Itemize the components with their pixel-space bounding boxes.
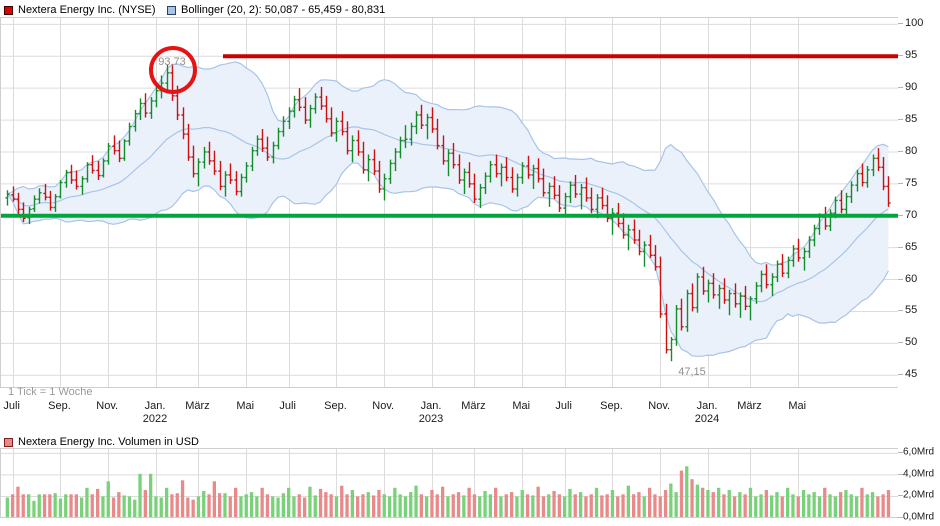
date-x-tick: März — [461, 400, 485, 413]
date-x-tick: Sep. — [600, 400, 623, 413]
price-y-tick: 55 — [905, 304, 918, 317]
date-x-tick-month: Jan. — [696, 400, 718, 412]
date-x-tick-month: Sep. — [324, 400, 347, 412]
price-y-tick-mark — [898, 23, 903, 24]
date-x-tick-month: Jan. — [144, 400, 166, 412]
price-y-tick-mark — [898, 151, 903, 152]
volume-y-tick: 4,0Mrd — [903, 468, 935, 480]
date-x-tick: Nov. — [372, 400, 394, 413]
volume-y-tick-mark — [898, 495, 903, 496]
bollinger-series-label: Bollinger (20, 2): 50,087 - 65,459 - 80,… — [181, 4, 386, 16]
date-x-tick: Jan. 2022 — [143, 400, 167, 426]
volume-y-tick-mark — [898, 452, 903, 453]
date-x-tick-year: 2022 — [142, 413, 168, 425]
date-x-tick: Mai — [788, 400, 806, 413]
date-x-tick: Mai — [512, 400, 530, 413]
price-y-tick: 70 — [905, 208, 918, 221]
price-y-tick-mark — [898, 87, 903, 88]
price-chart-svg — [1, 18, 898, 387]
price-y-tick: 75 — [905, 176, 918, 189]
bollinger-upper-line — [7, 61, 889, 266]
date-x-tick-month: Nov. — [648, 400, 671, 412]
volume-y-axis: 6,0Mrd 4,0Mrd 2,0Mrd 0,0Mrd — [898, 446, 940, 523]
date-x-tick-month: März — [737, 400, 762, 412]
price-y-tick: 80 — [905, 144, 918, 157]
price-y-tick-mark — [898, 215, 903, 216]
price-y-tick: 85 — [905, 113, 918, 126]
price-y-tick-mark — [898, 342, 903, 343]
date-x-tick: Nov. — [648, 400, 670, 413]
price-y-tick-mark — [898, 310, 903, 311]
price-y-tick-mark — [898, 119, 903, 120]
date-x-tick: März — [185, 400, 209, 413]
volume-y-tick-mark — [898, 517, 903, 518]
date-x-axis: Juli Sep. Nov. Jan. 2022 März Mai Juli Sep. Nov. J… — [0, 389, 898, 447]
volume-y-tick-mark — [898, 474, 903, 475]
price-y-tick: 45 — [905, 368, 918, 381]
high-marker-label: 93,73 — [158, 56, 186, 68]
price-y-tick-mark — [898, 374, 903, 375]
price-y-tick: 90 — [905, 81, 918, 94]
date-x-tick-month: Mai — [512, 400, 531, 412]
price-color-swatch — [4, 5, 13, 15]
price-y-tick-mark — [898, 279, 903, 280]
price-y-axis: 100 95 90 85 80 75 70 65 60 55 50 45 — [898, 17, 940, 388]
date-x-tick: März — [737, 400, 761, 413]
volume-y-tick: 6,0Mrd — [903, 446, 935, 458]
date-x-tick-month: Mai — [236, 400, 255, 412]
date-x-tick: Mai — [236, 400, 254, 413]
date-x-tick: Juli — [3, 400, 20, 413]
volume-color-swatch — [4, 437, 13, 447]
volume-bars — [5, 466, 891, 517]
price-series-legend[interactable]: Nextera Energy Inc. (NYSE) — [4, 2, 156, 18]
bollinger-color-swatch — [167, 5, 176, 15]
low-marker-label: 47,15 — [678, 366, 706, 378]
volume-series-legend[interactable]: Nextera Energy Inc. Volumen in USD — [4, 434, 199, 450]
date-x-tick: Juli — [555, 400, 572, 413]
date-x-tick-month: Juli — [279, 400, 296, 412]
price-y-tick: 50 — [905, 336, 918, 349]
date-x-tick: Jan. 2023 — [419, 400, 443, 426]
volume-y-tick: 2,0Mrd — [903, 489, 935, 501]
date-x-tick-month: März — [185, 400, 210, 412]
volume-chart-svg — [1, 449, 898, 517]
price-chart-panel[interactable] — [0, 17, 898, 388]
price-y-tick: 65 — [905, 240, 918, 253]
ohlc-bars — [5, 64, 891, 362]
date-x-tick-month: Sep. — [600, 400, 623, 412]
volume-series-label: Nextera Energy Inc. Volumen in USD — [18, 436, 199, 448]
tick-interval-note: 1 Tick = 1 Woche — [8, 386, 93, 398]
date-x-tick-month: Nov. — [372, 400, 395, 412]
date-x-tick-month: Mai — [788, 400, 807, 412]
bollinger-middle-line — [7, 126, 889, 303]
price-y-tick-mark — [898, 247, 903, 248]
price-series-label: Nextera Energy Inc. (NYSE) — [18, 4, 156, 16]
date-x-tick-month: Juli — [3, 400, 20, 412]
date-x-tick: Sep. — [324, 400, 347, 413]
high-marker-circle — [149, 46, 197, 94]
price-y-tick: 60 — [905, 272, 918, 285]
price-y-tick-mark — [898, 183, 903, 184]
date-x-tick-month: März — [461, 400, 486, 412]
date-x-tick-month: Jan. — [420, 400, 442, 412]
date-x-tick-month: Sep. — [48, 400, 71, 412]
date-x-tick: Sep. — [48, 400, 71, 413]
volume-chart-panel[interactable] — [0, 448, 898, 518]
date-x-tick-month: Nov. — [96, 400, 119, 412]
bollinger-band-fill — [7, 61, 889, 357]
price-y-tick-mark — [898, 55, 903, 56]
price-y-tick: 100 — [905, 17, 924, 30]
date-x-tick: Juli — [279, 400, 296, 413]
date-x-tick: Nov. — [96, 400, 118, 413]
price-y-tick: 95 — [905, 49, 918, 62]
date-x-tick-year: 2024 — [694, 413, 720, 425]
date-x-tick: Jan. 2024 — [695, 400, 719, 426]
date-x-tick-month: Juli — [555, 400, 572, 412]
volume-y-tick: 0,0Mrd — [903, 511, 935, 523]
date-x-tick-year: 2023 — [418, 413, 444, 425]
bollinger-series-legend[interactable]: Bollinger (20, 2): 50,087 - 65,459 - 80,… — [167, 2, 385, 18]
